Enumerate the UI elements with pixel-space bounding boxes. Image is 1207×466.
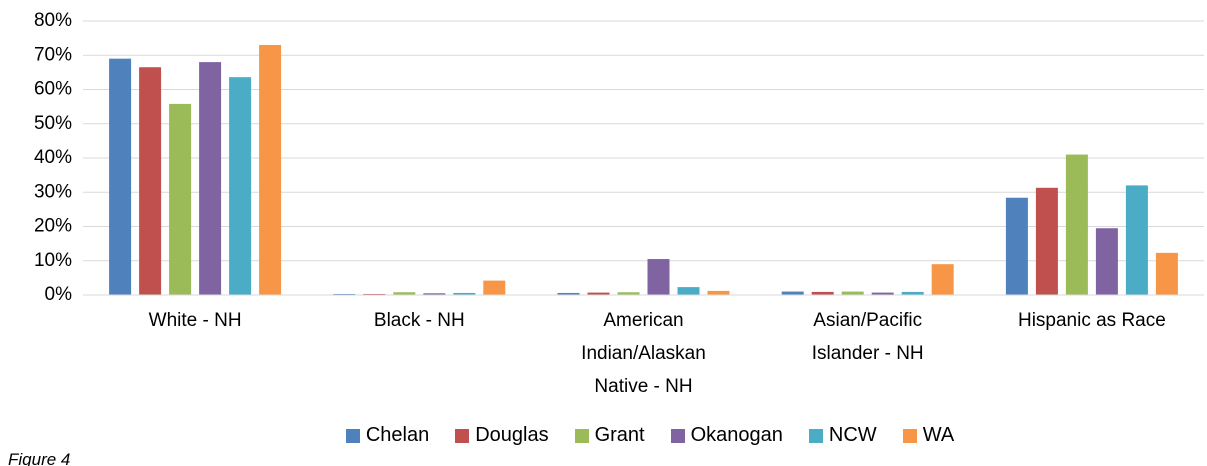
bar — [259, 44, 282, 295]
bar — [647, 259, 670, 295]
legend-item: Okanogan — [670, 424, 783, 447]
x-tick-label: Asian/Pacific Islander - NH — [811, 310, 924, 364]
legend: Chelan Douglas Grant Okanogan NCW WA — [0, 424, 1207, 447]
y-tick-label: 70% — [34, 44, 72, 65]
legend-swatch — [808, 428, 823, 443]
bar — [707, 290, 730, 295]
legend-label: NCW — [828, 424, 877, 446]
legend-item: Chelan — [345, 424, 430, 447]
bar — [871, 292, 894, 295]
x-tick-label: White - NH — [148, 310, 242, 331]
y-tick-label: 20% — [34, 216, 72, 237]
bar — [483, 280, 506, 295]
bar — [617, 292, 640, 295]
bar — [169, 103, 192, 295]
bar — [453, 292, 476, 295]
legend-label: Chelan — [365, 424, 430, 446]
y-tick-label: 0% — [45, 284, 73, 305]
bar — [1155, 252, 1178, 295]
bar — [139, 67, 162, 295]
bar — [781, 291, 804, 295]
x-tick-label: Black - NH — [373, 310, 465, 331]
bar — [587, 292, 610, 295]
bar — [423, 293, 446, 295]
bar — [841, 291, 864, 295]
bar — [1005, 197, 1028, 295]
y-tick-label: 30% — [34, 181, 72, 202]
legend-item: NCW — [808, 424, 877, 447]
x-tick-label: American Indian/Alaskan Native - NH — [581, 310, 706, 397]
legend-item: Grant — [574, 424, 645, 447]
bar — [229, 77, 252, 295]
bar — [199, 62, 222, 295]
legend-swatch — [345, 428, 360, 443]
bar — [901, 291, 924, 295]
legend-label: WA — [922, 424, 955, 446]
bar — [931, 264, 954, 295]
legend-item: WA — [902, 424, 955, 447]
bar — [393, 292, 416, 295]
y-tick-label: 50% — [34, 113, 72, 134]
y-tick-label: 60% — [34, 79, 72, 100]
bar — [1035, 187, 1058, 295]
bar — [677, 287, 700, 295]
y-tick-label: 40% — [34, 147, 72, 168]
legend-item: Douglas — [455, 424, 549, 447]
y-tick-label: 10% — [34, 250, 72, 271]
legend-swatch — [902, 428, 917, 443]
bar — [1125, 185, 1148, 295]
bar — [557, 292, 580, 295]
legend-label: Douglas — [475, 424, 549, 446]
y-tick-label: 80% — [34, 10, 72, 31]
bar — [811, 291, 834, 295]
legend-label: Okanogan — [690, 424, 783, 446]
legend-swatch — [574, 428, 589, 443]
legend-swatch — [455, 428, 470, 443]
legend-label: Grant — [594, 424, 645, 446]
bar — [333, 293, 356, 295]
x-tick-label: Hispanic as Race — [1017, 310, 1166, 331]
legend-swatch — [670, 428, 685, 443]
bar — [109, 58, 132, 295]
figure-note: Figure 4 — [8, 450, 71, 466]
bar — [1095, 228, 1118, 295]
bar — [363, 293, 386, 295]
bar — [1065, 154, 1088, 295]
